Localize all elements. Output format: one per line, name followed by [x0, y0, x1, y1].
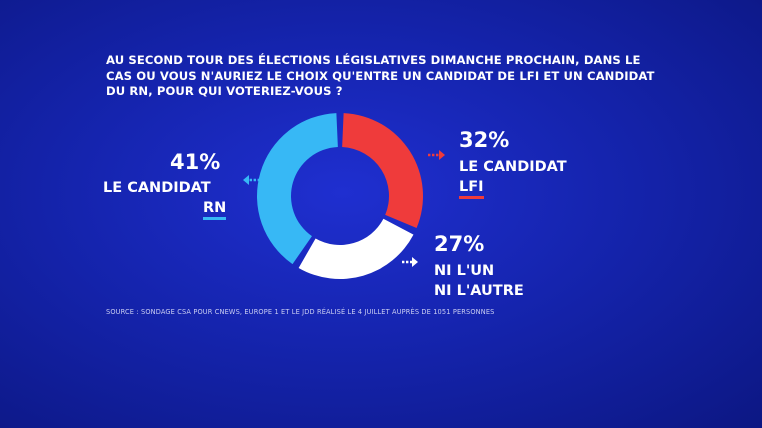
- source-note: SOURCE : SONDAGE CSA POUR CNEWS, EUROPE …: [106, 308, 495, 316]
- donut-slices: [257, 113, 423, 279]
- neither-label-line2: NI L'AUTRE: [434, 283, 524, 299]
- neither-label-line1: NI L'UN: [434, 263, 495, 279]
- slice-rn: [257, 113, 338, 265]
- lfi-label-line1: LE CANDIDAT: [459, 159, 567, 175]
- slice-lfi: [342, 113, 423, 229]
- rn-arrow-icon: [243, 175, 260, 185]
- neither-arrow-icon: [402, 257, 418, 267]
- neither-percentage: 27%: [434, 232, 485, 256]
- lfi-percentage: 32%: [459, 128, 510, 152]
- rn-label-line2: RN: [203, 200, 227, 220]
- label-arrows: [243, 150, 445, 267]
- lfi-label-line2: LFI: [459, 179, 484, 199]
- lfi-arrow-icon: [428, 150, 445, 160]
- rn-label-line1: LE CANDIDAT: [103, 180, 211, 196]
- rn-percentage: 41%: [170, 150, 221, 174]
- poll-question: AU SECOND TOUR DES ÉLECTIONS LÉGISLATIVE…: [106, 53, 655, 98]
- slice-neither: [298, 218, 414, 279]
